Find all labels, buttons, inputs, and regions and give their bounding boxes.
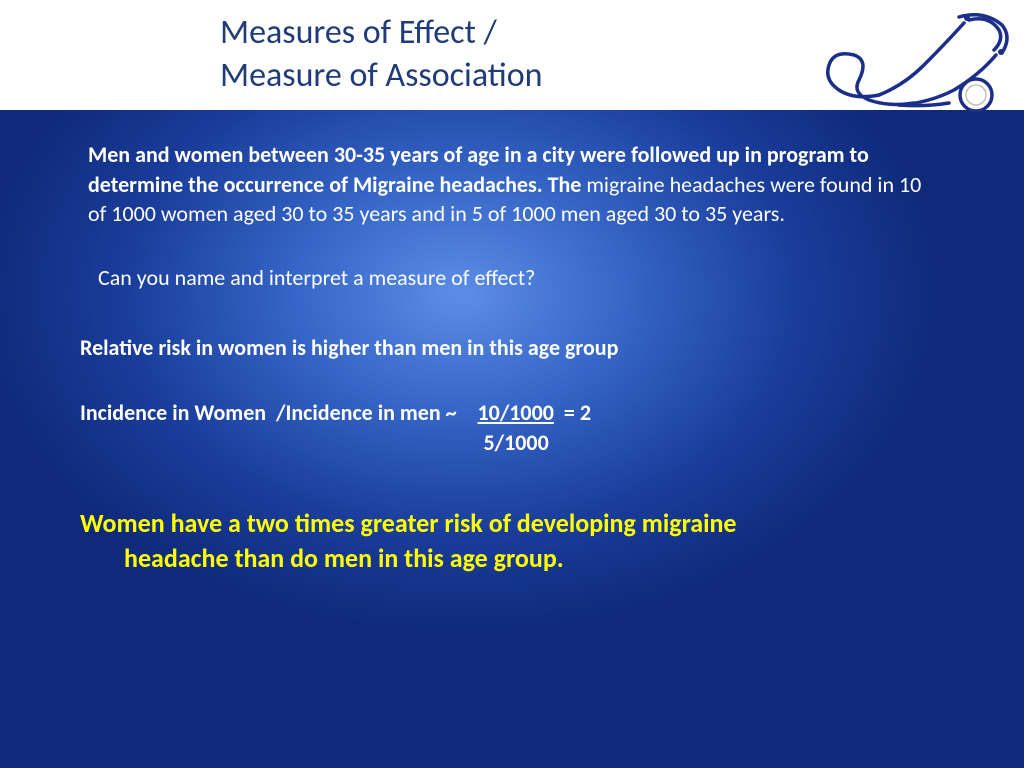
incidence-fraction: 10/1000 5/1000 <box>478 398 554 457</box>
slide-header: Measures of Effect / Measure of Associat… <box>0 0 1024 110</box>
incidence-label: Incidence in Women /Incidence in men ~ <box>80 398 472 428</box>
title-line-1: Measures of Effect / <box>220 12 497 53</box>
stethoscope-icon <box>804 5 1014 145</box>
equals-result: = 2 <box>564 398 591 428</box>
fraction-numerator: 10/1000 <box>478 399 554 426</box>
question-text: Can you name and interpret a measure of … <box>80 263 964 293</box>
conclusion-line-1: Women have a two times greater risk of d… <box>80 507 737 539</box>
conclusion-text: Women have a two times greater risk of d… <box>80 506 964 576</box>
fraction-denominator: 5/1000 <box>478 428 554 458</box>
slide-body: Men and women between 30-35 years of age… <box>0 110 1024 768</box>
title-line-2: Measure of Association <box>220 55 543 96</box>
conclusion-line-2: headache than do men in this age group. <box>80 541 964 576</box>
relative-risk-statement: Relative risk in women is higher than me… <box>80 333 964 363</box>
incidence-calculation: Incidence in Women /Incidence in men ~ 1… <box>80 398 964 457</box>
intro-paragraph: Men and women between 30-35 years of age… <box>80 140 964 229</box>
